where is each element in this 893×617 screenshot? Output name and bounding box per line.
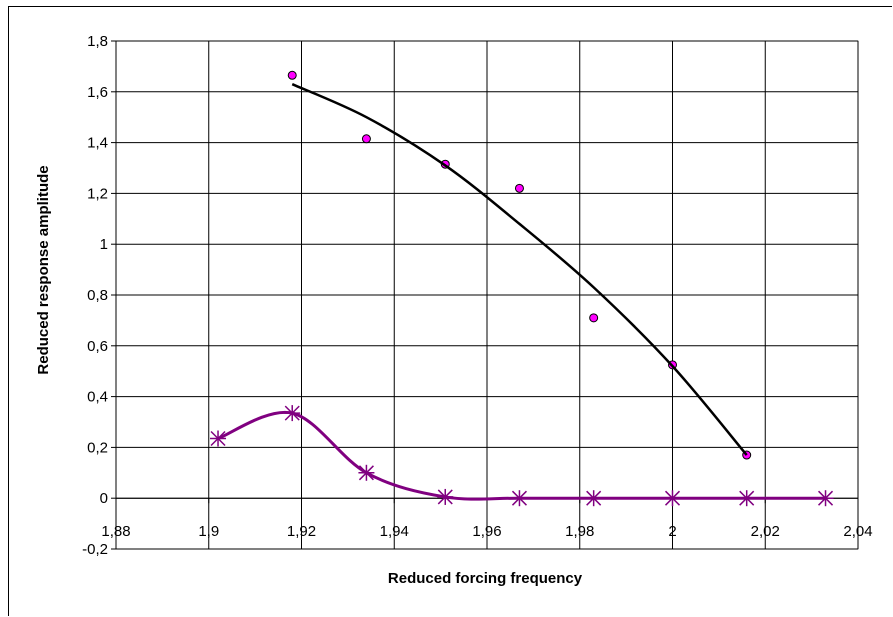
x-axis-label: Reduced forcing frequency	[388, 570, 583, 587]
data-point	[589, 313, 599, 323]
data-point	[511, 490, 528, 507]
data-point	[287, 70, 297, 80]
series-line	[291, 83, 748, 456]
data-point	[210, 430, 227, 447]
series-3	[210, 405, 834, 507]
data-point	[817, 490, 834, 507]
y-tick-label: 1	[100, 236, 108, 253]
y-tick-label: -0,2	[82, 541, 108, 558]
series-2	[291, 83, 748, 456]
y-tick-label: 0,4	[87, 389, 108, 406]
y-tick-label: 0,2	[87, 439, 108, 456]
y-tick-label: 1,6	[87, 84, 108, 101]
x-tick-label: 1,9	[198, 523, 219, 540]
x-tick-label: 2,04	[843, 523, 872, 540]
data-point	[738, 490, 755, 507]
data-point	[361, 134, 371, 144]
y-tick-label: 0	[100, 490, 108, 507]
x-tick-label: 1,98	[565, 523, 594, 540]
data-point	[358, 464, 375, 481]
x-tick-label: 1,88	[101, 523, 130, 540]
y-tick-label: 0,6	[87, 338, 108, 355]
x-tick-label: 1,94	[380, 523, 409, 540]
data-point	[437, 488, 454, 505]
series-line	[217, 410, 826, 501]
chart-frame	[8, 6, 892, 616]
data-point	[514, 183, 524, 193]
y-tick-label: 1,4	[87, 135, 108, 152]
y-tick-label: 0,8	[87, 287, 108, 304]
y-tick-label: 1,2	[87, 185, 108, 202]
data-point	[284, 405, 301, 422]
grid-lines	[115, 40, 859, 550]
y-axis-label: Reduced response amplitude	[35, 165, 52, 374]
series-layer	[210, 70, 834, 507]
data-point	[585, 490, 602, 507]
x-tick-label: 2	[668, 523, 676, 540]
x-tick-label: 1,92	[287, 523, 316, 540]
tick-labels: -0,2 0 0,2 0,4 0,6 0,8 1 1,2 1,4 1,6 1,8 1,88 1,9 1,9…	[82, 33, 872, 558]
data-point	[664, 490, 681, 507]
x-tick-label: 2,02	[751, 523, 780, 540]
y-tick-label: 1,8	[87, 33, 108, 50]
x-tick-label: 1,96	[472, 523, 501, 540]
